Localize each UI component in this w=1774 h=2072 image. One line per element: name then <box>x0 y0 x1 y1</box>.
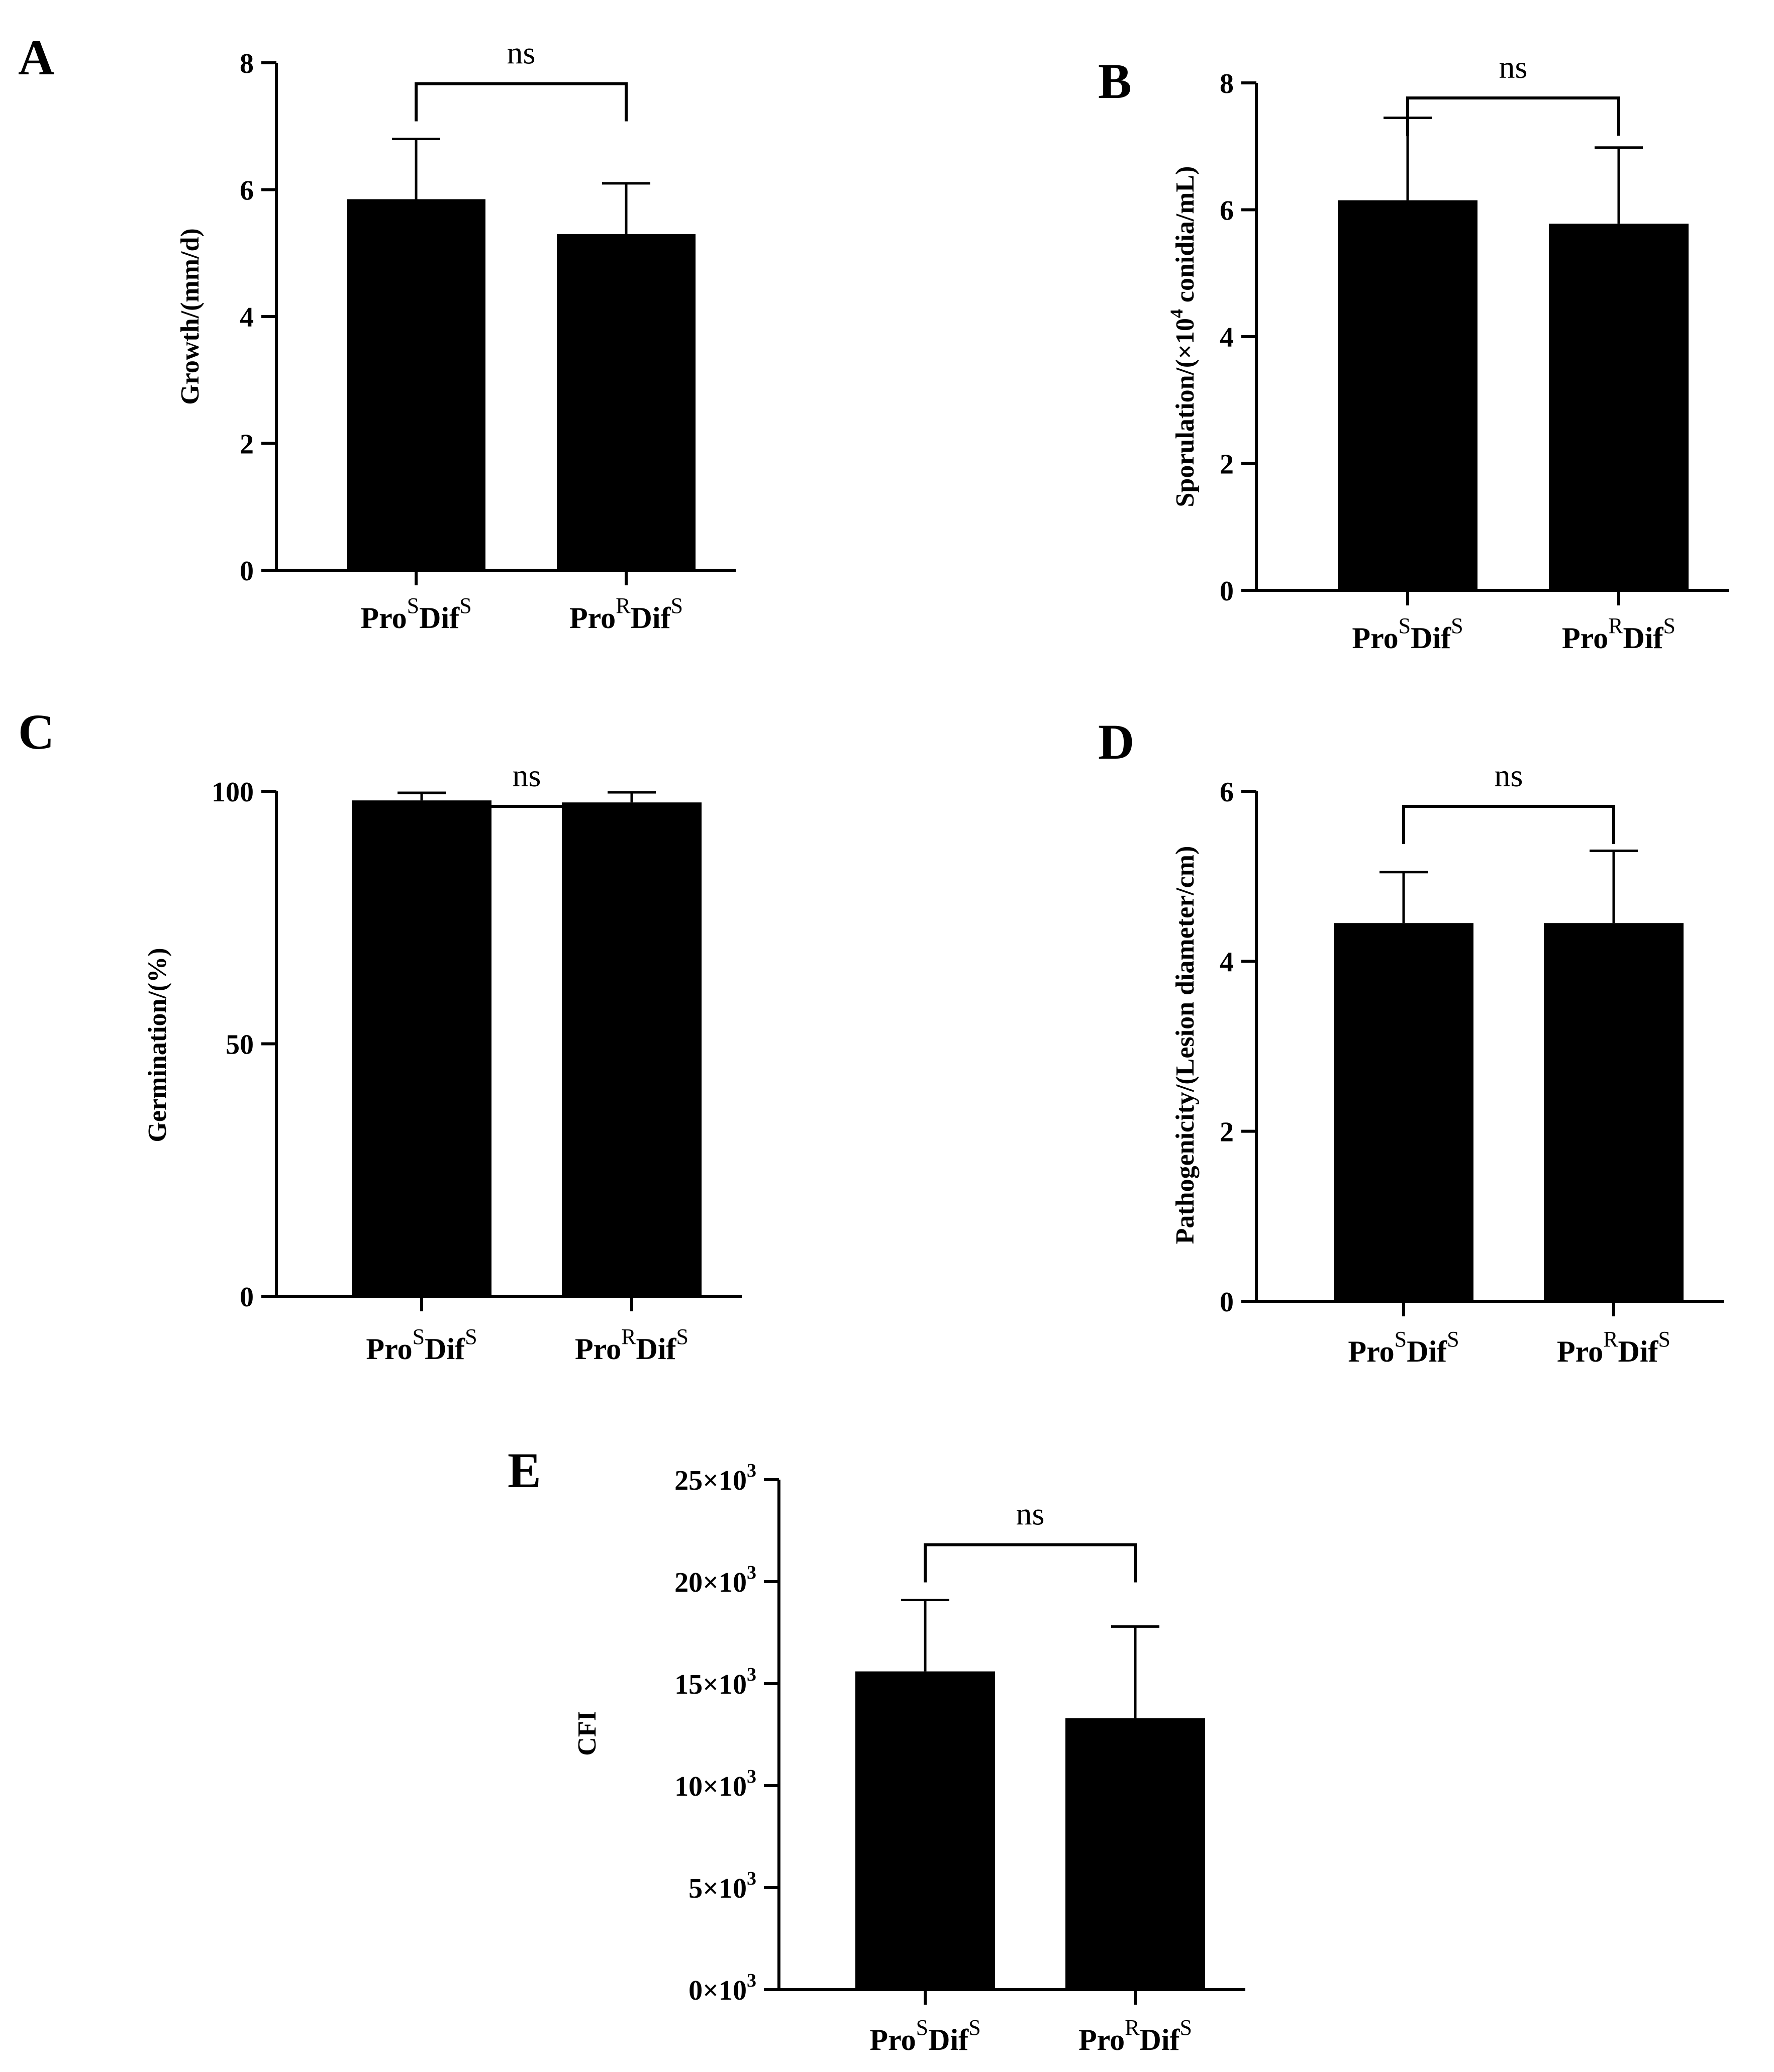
y-axis-title: CFI <box>573 1711 602 1756</box>
significance-label: ns <box>1495 758 1523 793</box>
x-category-label: ProRDifS <box>1078 2015 1192 2056</box>
y-tick-label: 10×103 <box>674 1766 756 1802</box>
y-tick-label: 25×103 <box>674 1460 756 1496</box>
significance-label: ns <box>1016 1496 1045 1532</box>
bar <box>1544 923 1684 1301</box>
significance-label: ns <box>513 758 541 793</box>
x-category-label: ProRDifS <box>569 593 683 635</box>
y-tick-label: 2 <box>240 429 254 460</box>
y-tick-label: 0×103 <box>688 1970 756 2006</box>
panel-letter: B <box>1098 53 1132 109</box>
y-axis-title: Germination/(%) <box>143 948 172 1142</box>
y-tick-label: 4 <box>1220 322 1234 353</box>
y-tick-label: 0 <box>1220 1287 1234 1318</box>
x-category-label: ProRDifS <box>1557 1327 1670 1368</box>
y-tick-label: 4 <box>240 302 254 333</box>
y-tick-label: 6 <box>240 175 254 206</box>
significance-bracket <box>420 805 633 844</box>
y-tick-label: 6 <box>1220 777 1234 808</box>
panel-letter: A <box>18 30 54 85</box>
y-tick-label: 50 <box>226 1029 254 1061</box>
x-category-label: ProSDifS <box>366 1324 477 1366</box>
y-tick-label: 20×103 <box>674 1562 756 1598</box>
chart-panel-d: D 0 2 4 6 ProSDifS ProRDifS ns Pathogenicity/(Le… <box>1098 714 1724 1368</box>
bar <box>1065 1718 1205 1990</box>
x-category-label: ProSDifS <box>360 593 471 635</box>
chart-panel-b: B 0 2 4 6 8 ProSDifS ProRDifS ns Sporulation/(×10… <box>1098 49 1729 655</box>
significance-bracket <box>415 82 628 122</box>
chart-panel-a: A 0 2 4 6 8 ProSDifS ProRDifS ns Growth/(mm/d) <box>18 30 736 635</box>
y-tick-label: 6 <box>1220 195 1234 227</box>
bar <box>557 234 696 570</box>
y-tick-label: 5×103 <box>688 1868 756 1904</box>
bar <box>1549 224 1689 590</box>
x-category-label: ProSDifS <box>869 2015 980 2056</box>
bar <box>855 1671 995 1990</box>
chart-panel-c: C 0 50 100 ProSDifS ProRDifS ns Germination/(%) <box>18 704 742 1366</box>
y-axis-title: Growth/(mm/d) <box>176 228 205 404</box>
y-axis-title: Pathogenicity/(Lesion diameter/cm) <box>1171 846 1200 1245</box>
bar <box>347 199 485 570</box>
x-category-label: ProSDifS <box>1352 613 1463 655</box>
y-tick-label: 0 <box>240 1282 254 1313</box>
y-tick-label: 8 <box>240 48 254 79</box>
panel-letter: E <box>508 1442 541 1498</box>
y-tick-label: 2 <box>1220 1117 1234 1148</box>
x-category-label: ProRDifS <box>1562 613 1676 655</box>
y-tick-label: 4 <box>1220 947 1234 978</box>
y-tick-label: 100 <box>212 777 254 808</box>
bar <box>1338 200 1477 590</box>
y-tick-label: 8 <box>1220 68 1234 99</box>
y-tick-label: 0 <box>1220 576 1234 607</box>
chart-panel-e: E 0×103 5×103 10×103 15×103 20×103 25×103 ProSD… <box>508 1442 1245 2056</box>
bar <box>1334 923 1473 1301</box>
y-axis-title: Sporulation/(×104 conidia/mL) <box>1166 166 1200 507</box>
significance-bracket <box>1402 805 1615 844</box>
x-category-label: ProRDifS <box>575 1324 688 1366</box>
significance-label: ns <box>1499 49 1528 85</box>
bar <box>352 800 491 1296</box>
significance-bracket <box>924 1543 1137 1583</box>
y-tick-label: 15×103 <box>674 1664 756 1700</box>
significance-label: ns <box>507 35 536 71</box>
bar <box>562 802 702 1296</box>
y-tick-label: 2 <box>1220 449 1234 480</box>
y-tick-label: 0 <box>240 556 254 587</box>
panel-letter: D <box>1098 714 1134 770</box>
x-category-label: ProSDifS <box>1348 1327 1459 1368</box>
significance-bracket <box>1406 96 1620 136</box>
panel-letter: C <box>18 704 54 760</box>
